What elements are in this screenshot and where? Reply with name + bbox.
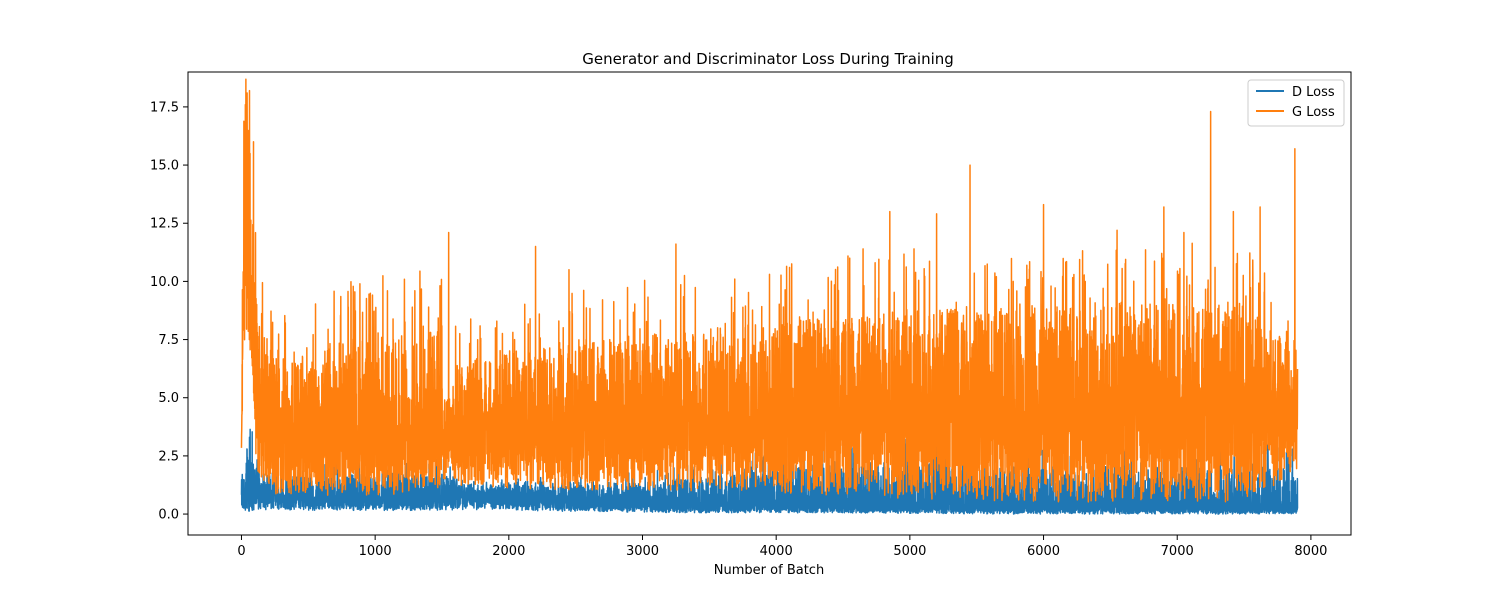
x-tick-label: 4000 bbox=[760, 544, 793, 559]
y-axis: 0.0 2.5 5.0 7.5 10.0 12.5 15.0 17.5 bbox=[150, 100, 188, 523]
series-d-loss bbox=[240, 428, 1299, 515]
x-tick-label: 6000 bbox=[1027, 544, 1060, 559]
x-tick-label: 3000 bbox=[626, 544, 659, 559]
y-tick-label: 5.0 bbox=[158, 391, 179, 406]
y-tick-label: 12.5 bbox=[150, 217, 179, 232]
legend: D Loss G Loss bbox=[1247, 79, 1345, 127]
y-tick-label: 15.0 bbox=[150, 159, 179, 174]
y-tick-label: 10.0 bbox=[150, 275, 179, 290]
y-tick-label: 7.5 bbox=[158, 333, 179, 348]
x-tick-label: 7000 bbox=[1161, 544, 1194, 559]
x-axis: 0 1000 2000 3000 4000 5000 6000 7000 8000 bbox=[237, 535, 1327, 559]
plot-frame bbox=[187, 71, 1352, 536]
x-tick-label: 0 bbox=[237, 544, 245, 559]
legend-label-g-loss: G Loss bbox=[1292, 105, 1335, 120]
x-tick-label: 8000 bbox=[1294, 544, 1327, 559]
x-tick-label: 2000 bbox=[492, 544, 525, 559]
y-tick-label: 0.0 bbox=[158, 508, 179, 523]
x-tick-label: 5000 bbox=[893, 544, 926, 559]
plot-area bbox=[187, 71, 1352, 536]
y-tick-label: 2.5 bbox=[158, 449, 179, 464]
x-axis-label: Number of Batch bbox=[714, 563, 824, 578]
series-g-loss bbox=[240, 78, 1299, 503]
chart-title: Generator and Discriminator Loss During … bbox=[582, 50, 954, 68]
y-tick-label: 17.5 bbox=[150, 100, 179, 115]
x-tick-label: 1000 bbox=[359, 544, 392, 559]
legend-label-d-loss: D Loss bbox=[1292, 85, 1335, 100]
